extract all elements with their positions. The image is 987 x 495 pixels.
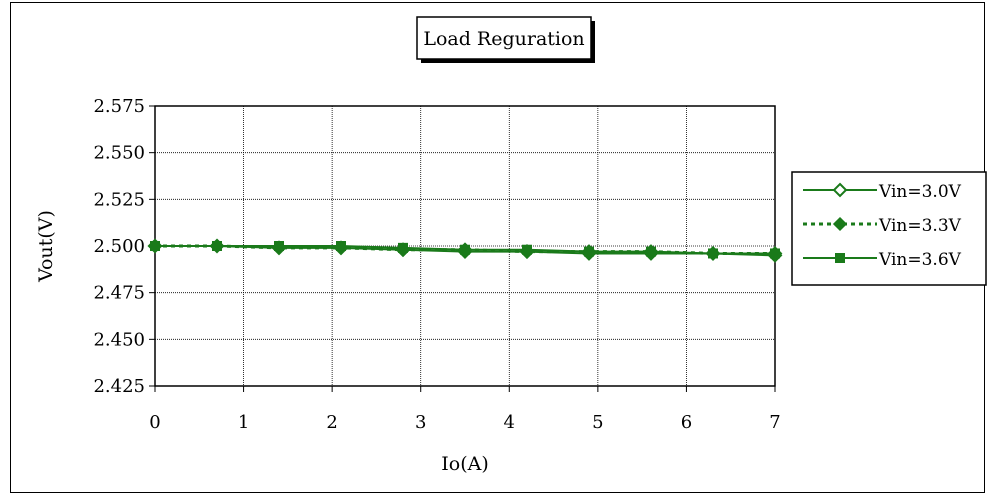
data-point (522, 244, 532, 255)
filled-square-icon (835, 253, 845, 263)
y-tick-label: 2.550 (93, 143, 145, 164)
y-tick-label: 2.450 (93, 329, 145, 350)
y-tick-label: 2.525 (93, 189, 145, 210)
data-point (708, 248, 718, 259)
x-tick-label: 3 (415, 412, 426, 433)
filled-diamond-icon (832, 216, 848, 232)
legend-item-vin-3-6: Vin=3.6V (803, 250, 962, 270)
x-tick-label: 7 (769, 412, 780, 433)
data-point (584, 246, 594, 257)
legend-label: Vin=3.0V (878, 182, 962, 202)
chart-title: Load Reguration (423, 28, 584, 50)
data-point (212, 241, 222, 251)
legend-item-vin-3-3: Vin=3.3V (803, 216, 962, 236)
legend-label: Vin=3.6V (878, 250, 962, 270)
y-axis-label: Vout(V) (35, 210, 57, 283)
x-tick-label: 1 (238, 412, 249, 433)
x-tick-label: 5 (592, 412, 603, 433)
open-diamond-icon (832, 182, 848, 198)
data-point (398, 242, 408, 253)
legend-item-vin-3-0: Vin=3.0V (803, 182, 962, 202)
data-point (150, 241, 160, 251)
series-layer (147, 238, 783, 263)
chart-title-box: Load Reguration (416, 16, 595, 63)
x-tick-label: 4 (504, 412, 515, 433)
data-point (460, 244, 470, 255)
grid-lines (149, 105, 776, 392)
data-point (336, 241, 346, 251)
legend-label: Vin=3.3V (878, 216, 962, 236)
x-axis-tick-labels: 0 1 2 3 4 5 6 7 (149, 412, 780, 433)
data-point (274, 241, 284, 251)
series-vin-3-6v (150, 241, 780, 259)
y-tick-label: 2.475 (93, 283, 145, 304)
legend: Vin=3.0V Vin=3.3V Vin=3.6V (791, 171, 987, 286)
data-point (770, 248, 780, 259)
y-tick-label: 2.575 (93, 96, 145, 117)
x-tick-label: 6 (681, 412, 692, 433)
y-tick-label: 2.425 (93, 376, 145, 397)
x-tick-label: 0 (149, 412, 160, 433)
y-axis-tick-labels: 2.425 2.450 2.475 2.500 2.525 2.550 2.575 (93, 96, 145, 397)
x-axis-label: Io(A) (441, 453, 489, 475)
x-tick-label: 2 (326, 412, 337, 433)
data-point (646, 246, 656, 257)
y-tick-label: 2.500 (93, 236, 145, 257)
